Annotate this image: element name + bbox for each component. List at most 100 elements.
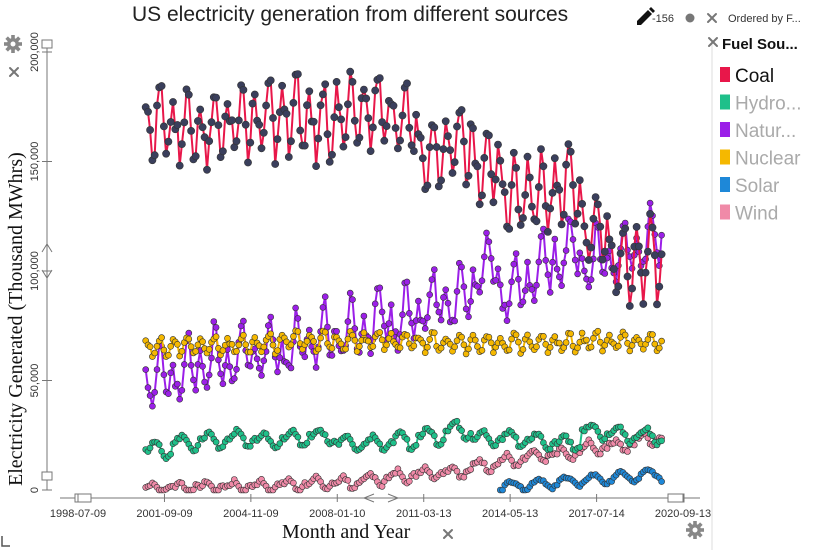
data-point[interactable] <box>167 369 174 377</box>
data-point[interactable] <box>165 390 172 398</box>
data-point[interactable] <box>599 347 606 355</box>
gear-icon[interactable] <box>4 35 22 53</box>
gear-icon[interactable] <box>686 521 704 539</box>
data-point[interactable] <box>484 131 493 140</box>
data-point[interactable] <box>430 329 438 337</box>
data-point[interactable] <box>540 332 547 340</box>
data-point[interactable] <box>607 241 616 250</box>
data-point[interactable] <box>448 169 457 177</box>
data-point[interactable] <box>551 235 559 243</box>
data-point[interactable] <box>457 106 466 114</box>
x-axis-right-handle[interactable] <box>667 493 685 503</box>
data-point[interactable] <box>609 265 618 273</box>
data-point[interactable] <box>437 344 445 352</box>
data-point[interactable] <box>240 317 247 325</box>
data-point[interactable] <box>251 334 259 341</box>
data-point[interactable] <box>403 278 411 286</box>
data-point[interactable] <box>321 431 329 439</box>
data-point[interactable] <box>175 161 184 170</box>
data-point[interactable] <box>149 402 156 410</box>
data-point[interactable] <box>208 354 215 362</box>
data-point[interactable] <box>144 384 152 391</box>
data-point[interactable] <box>167 450 174 458</box>
data-point[interactable] <box>346 289 354 297</box>
y-axis-drag-arrows[interactable] <box>41 243 53 279</box>
data-point[interactable] <box>480 459 488 467</box>
data-point[interactable] <box>453 122 461 131</box>
data-point[interactable] <box>648 223 657 232</box>
data-point[interactable] <box>157 82 166 90</box>
data-point[interactable] <box>467 466 475 473</box>
data-point[interactable] <box>337 115 345 124</box>
data-point[interactable] <box>348 78 357 86</box>
data-point[interactable] <box>321 328 329 336</box>
data-point[interactable] <box>240 434 247 442</box>
data-point[interactable] <box>646 199 654 207</box>
data-point[interactable] <box>166 118 175 126</box>
data-point[interactable] <box>589 214 598 223</box>
data-point[interactable] <box>403 331 411 339</box>
data-point[interactable] <box>453 467 461 475</box>
data-point[interactable] <box>478 277 486 285</box>
data-point[interactable] <box>496 281 504 289</box>
data-point[interactable] <box>180 118 189 127</box>
data-point[interactable] <box>425 143 434 151</box>
data-point[interactable] <box>460 473 468 481</box>
data-point[interactable] <box>467 298 475 305</box>
data-point[interactable] <box>221 112 230 121</box>
data-point[interactable] <box>578 329 586 337</box>
data-point[interactable] <box>553 265 561 273</box>
data-point[interactable] <box>255 120 264 129</box>
close-icon[interactable] <box>9 67 19 77</box>
data-point[interactable] <box>485 333 493 341</box>
data-point[interactable] <box>606 331 613 339</box>
data-point[interactable] <box>578 255 586 262</box>
data-point[interactable] <box>546 344 554 351</box>
close-icon[interactable] <box>707 13 717 23</box>
x-axis-drag-arrows[interactable] <box>362 493 400 503</box>
data-point[interactable] <box>596 450 604 458</box>
data-point[interactable] <box>234 116 243 125</box>
data-point[interactable] <box>512 433 520 441</box>
data-point[interactable] <box>460 341 468 349</box>
data-point[interactable] <box>534 183 543 191</box>
data-point[interactable] <box>262 101 270 110</box>
data-point[interactable] <box>303 101 311 110</box>
data-point[interactable] <box>349 296 356 303</box>
data-point[interactable] <box>210 318 218 325</box>
data-point[interactable] <box>339 142 348 151</box>
data-point[interactable] <box>232 137 241 146</box>
data-point[interactable] <box>173 121 182 129</box>
data-point[interactable] <box>549 258 556 266</box>
data-point[interactable] <box>458 263 465 271</box>
data-point[interactable] <box>305 87 314 96</box>
data-point[interactable] <box>555 273 563 281</box>
data-point[interactable] <box>574 344 581 352</box>
data-point[interactable] <box>312 364 320 371</box>
data-point[interactable] <box>260 343 268 351</box>
data-point[interactable] <box>562 432 570 440</box>
data-point[interactable] <box>581 267 588 275</box>
data-point[interactable] <box>198 123 207 132</box>
data-point[interactable] <box>423 181 432 190</box>
data-point[interactable] <box>525 173 534 182</box>
data-point[interactable] <box>371 300 379 308</box>
data-point[interactable] <box>444 299 452 307</box>
data-point[interactable] <box>505 346 513 354</box>
legend-item[interactable]: Solar <box>720 176 780 197</box>
data-point[interactable] <box>578 199 586 208</box>
data-point[interactable] <box>387 301 395 309</box>
data-point[interactable] <box>185 335 193 343</box>
data-point[interactable] <box>475 200 484 209</box>
close-icon[interactable] <box>443 529 453 539</box>
data-point[interactable] <box>444 132 452 140</box>
data-point[interactable] <box>205 137 214 145</box>
data-point[interactable] <box>585 283 593 291</box>
data-point[interactable] <box>537 433 545 440</box>
data-point[interactable] <box>658 437 665 445</box>
data-point[interactable] <box>437 316 445 324</box>
data-point[interactable] <box>217 370 224 378</box>
data-point[interactable] <box>396 344 404 352</box>
data-point[interactable] <box>403 79 411 88</box>
data-point[interactable] <box>212 333 220 341</box>
